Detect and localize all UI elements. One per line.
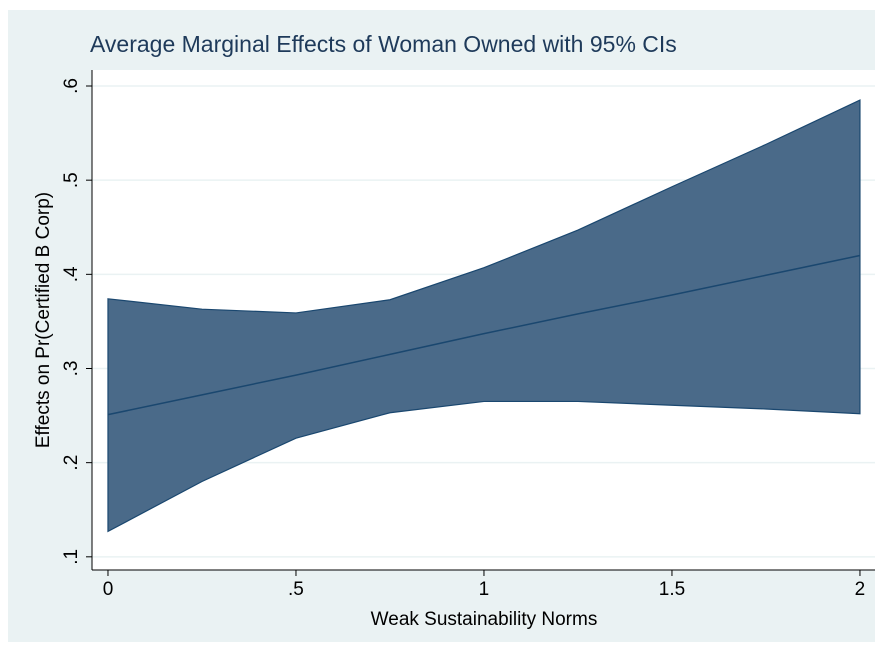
x-tick-label: 0 bbox=[103, 579, 114, 600]
y-tick-label: .2 bbox=[61, 455, 82, 471]
x-tick-label: 1.5 bbox=[659, 579, 685, 600]
y-tick-label: .6 bbox=[61, 78, 82, 94]
x-tick-label: 1 bbox=[479, 579, 490, 600]
chart-title: Average Marginal Effects of Woman Owned … bbox=[90, 31, 677, 57]
x-tick-label: .5 bbox=[288, 579, 304, 600]
ci-band bbox=[107, 99, 861, 533]
x-tick-label: 2 bbox=[855, 579, 866, 600]
x-axis-title: Weak Sustainability Norms bbox=[371, 609, 598, 630]
y-tick-label: .4 bbox=[61, 266, 82, 282]
y-tick-label: .5 bbox=[61, 172, 82, 188]
y-axis-title: Effects on Pr(Certified B Corp) bbox=[33, 192, 54, 448]
y-tick-label: .1 bbox=[61, 549, 82, 565]
effect-line bbox=[107, 254, 861, 416]
y-tick-label: .3 bbox=[61, 361, 82, 377]
